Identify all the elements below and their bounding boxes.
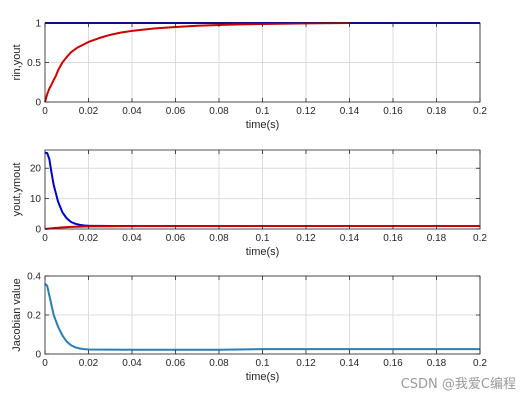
y-axis-label: Jacobian value (11, 278, 23, 351)
x-tick-label: 0.16 (383, 106, 403, 117)
x-tick-label: 0.08 (209, 106, 229, 117)
chart-3: 0 0.02 0.04 0.06 0.08 0.1 0.12 0.14 0.16 0.18 0.2 0… (11, 272, 487, 384)
y-tick-label: 0 (35, 98, 41, 109)
series-line-2 (44, 22, 350, 103)
chart-panels: 0 0.02 0.04 0.06 0.08 0.1 0.12 0.14 0.16 0.18 0.2 0… (11, 19, 487, 384)
x-tick-label: 0.08 (209, 358, 229, 369)
x-tick-label: 0.02 (79, 233, 99, 244)
y-tick-label: 0.2 (27, 311, 41, 322)
x-tick-label: 0.12 (296, 358, 316, 369)
x-tick-label: 0.04 (122, 233, 142, 244)
x-tick-label: 0.02 (79, 106, 99, 117)
x-tick-label: 0.14 (340, 233, 360, 244)
x-tick-label: 0 (42, 106, 48, 117)
chart-1: 0 0.02 0.04 0.06 0.08 0.1 0.12 0.14 0.16 0.18 0.2 0… (11, 19, 487, 132)
y-tick-label: 0 (35, 225, 41, 236)
y-tick-label: 0 (35, 350, 41, 361)
x-tick-label: 0.14 (340, 106, 360, 117)
y-tick-label: 0.5 (27, 58, 41, 69)
series-line-1 (44, 283, 480, 351)
x-tick-label: 0.18 (427, 106, 447, 117)
y-tick-label: 10 (30, 194, 42, 205)
x-tick-label: 0.08 (209, 233, 229, 244)
watermark: CSDN @我爱C编程 (401, 377, 516, 392)
x-tick-label: 0.06 (166, 233, 186, 244)
x-tick-label: 0.16 (383, 233, 403, 244)
x-tick-label: 0.16 (383, 358, 403, 369)
y-axis-label: rin,yout (11, 44, 23, 80)
x-tick-label: 0.2 (473, 106, 487, 117)
x-tick-label: 0.06 (166, 106, 186, 117)
y-tick-label: 20 (30, 164, 42, 175)
x-tick-label: 0.1 (256, 106, 270, 117)
x-tick-label: 0.06 (166, 358, 186, 369)
y-tick-label: 0.4 (27, 272, 41, 283)
x-tick-label: 0.1 (256, 358, 270, 369)
y-tick-label: 1 (35, 19, 41, 30)
x-tick-label: 0.12 (296, 233, 316, 244)
x-tick-label: 0.1 (256, 233, 270, 244)
x-tick-label: 0.02 (79, 358, 99, 369)
y-axis-label: yout,ymout (11, 163, 23, 217)
x-axis-label: time(s) (246, 246, 280, 258)
x-tick-label: 0.12 (296, 106, 316, 117)
x-tick-label: 0.14 (340, 358, 360, 369)
chart-2: 0 0.02 0.04 0.06 0.08 0.1 0.12 0.14 0.16 0.18 0.2 0… (11, 149, 487, 258)
x-axis-label: time(s) (246, 119, 280, 131)
x-tick-label: 0.04 (122, 358, 142, 369)
x-tick-label: 0 (42, 358, 48, 369)
x-axis-label: time(s) (246, 371, 280, 383)
x-tick-label: 0 (42, 233, 48, 244)
x-tick-label: 0.18 (427, 233, 447, 244)
x-tick-label: 0.04 (122, 106, 142, 117)
x-tick-label: 0.2 (473, 233, 487, 244)
x-tick-label: 0.2 (473, 358, 487, 369)
x-tick-label: 0.18 (427, 358, 447, 369)
